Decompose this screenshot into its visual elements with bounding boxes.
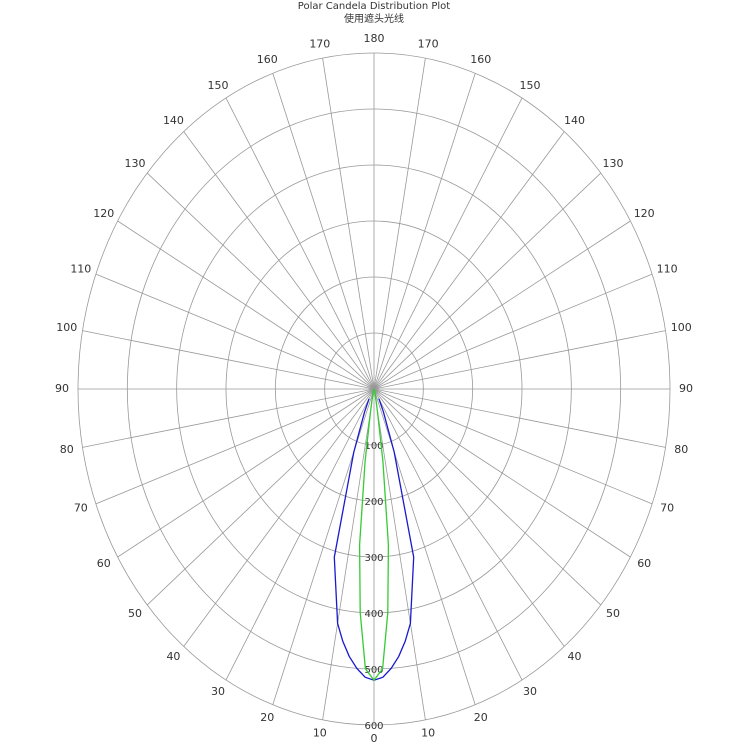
grid-spoke	[95, 388, 375, 505]
grid-spoke	[373, 220, 631, 390]
grid-spoke	[373, 388, 653, 505]
angle-tick-label: 30	[211, 685, 225, 698]
angle-tick-label: 130	[603, 157, 624, 170]
angle-tick-label: 90	[679, 382, 693, 395]
grid-spoke	[95, 273, 375, 390]
angle-tick-label: 20	[474, 711, 488, 724]
angle-tick-label: 120	[93, 207, 114, 220]
grid-spoke	[373, 330, 666, 390]
angle-tick-label: 70	[74, 502, 88, 515]
angle-tick-label: 60	[637, 557, 651, 570]
angle-tick-label: 140	[564, 114, 585, 127]
grid-spoke	[373, 131, 565, 390]
angle-tick-label: 100	[56, 321, 77, 334]
grid-spoke	[373, 388, 565, 647]
grid-spoke	[373, 73, 476, 390]
angle-tick-label: 30	[523, 685, 537, 698]
grid-spoke	[322, 388, 375, 720]
angle-tick-label: 50	[606, 607, 620, 620]
angle-tick-label: 90	[55, 382, 69, 395]
grid-spoke	[373, 388, 666, 448]
angle-tick-label: 80	[60, 443, 74, 456]
grid-spoke	[82, 388, 375, 448]
grid-spoke	[146, 388, 375, 606]
grid-spoke	[373, 388, 523, 681]
angle-tick-label: 170	[309, 37, 330, 50]
grid-spoke	[225, 97, 375, 390]
angle-tick-label: 70	[660, 502, 674, 515]
angle-tick-label: 160	[470, 53, 491, 66]
grid-spoke	[373, 97, 523, 390]
angle-tick-label: 170	[418, 37, 439, 50]
grid-spoke	[373, 388, 631, 558]
angle-tick-label: 10	[313, 727, 327, 740]
grid-spoke	[272, 388, 375, 705]
grid-spoke	[373, 388, 602, 606]
grid-spoke	[373, 388, 426, 720]
grid-spoke	[117, 220, 375, 390]
grid-spoke	[146, 172, 375, 390]
angle-tick-label: 0	[371, 732, 378, 745]
angle-tick-label: 120	[634, 207, 655, 220]
angle-tick-label: 150	[208, 79, 229, 92]
grid-spoke	[183, 388, 375, 647]
angle-tick-label: 130	[124, 157, 145, 170]
angle-tick-label: 180	[364, 32, 385, 45]
grid-spoke	[272, 73, 375, 390]
grid-spoke	[373, 58, 426, 390]
angle-tick-label: 40	[568, 650, 582, 663]
angle-tick-label: 50	[128, 607, 142, 620]
chart-title: Polar Candela Distribution Plot	[298, 1, 450, 12]
angle-tick-label: 110	[657, 262, 678, 275]
grid-spoke	[373, 273, 653, 390]
grid-spoke	[117, 388, 375, 558]
chart-subtitle: 使用遮头光线	[344, 12, 404, 25]
angle-tick-label: 60	[97, 557, 111, 570]
grid-spoke	[225, 388, 375, 681]
angle-tick-label: 10	[421, 727, 435, 740]
candela-curve	[358, 388, 390, 682]
angle-tick-label: 140	[163, 114, 184, 127]
angle-tick-label: 40	[166, 650, 180, 663]
angle-tick-label: 20	[260, 711, 274, 724]
angle-tick-label: 100	[671, 321, 692, 334]
grid-spoke	[322, 58, 375, 390]
angle-tick-label: 110	[70, 262, 91, 275]
grid-spoke	[82, 330, 375, 390]
grid-spoke	[183, 131, 375, 390]
grid-spoke	[373, 172, 602, 390]
angle-tick-label: 160	[257, 53, 278, 66]
r-tick-label: 600	[364, 721, 383, 732]
angle-tick-label: 150	[520, 79, 541, 92]
grid-spoke	[373, 388, 476, 705]
angle-tick-label: 80	[674, 443, 688, 456]
